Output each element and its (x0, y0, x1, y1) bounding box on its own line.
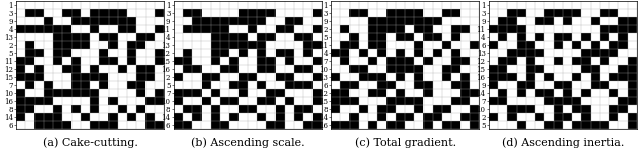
Text: (d) Ascending inertia.: (d) Ascending inertia. (502, 137, 624, 148)
Text: (b) Ascending scale.: (b) Ascending scale. (191, 137, 305, 148)
Text: (a) Cake-cutting.: (a) Cake-cutting. (43, 137, 138, 148)
Text: (c) Total gradient.: (c) Total gradient. (355, 137, 456, 148)
